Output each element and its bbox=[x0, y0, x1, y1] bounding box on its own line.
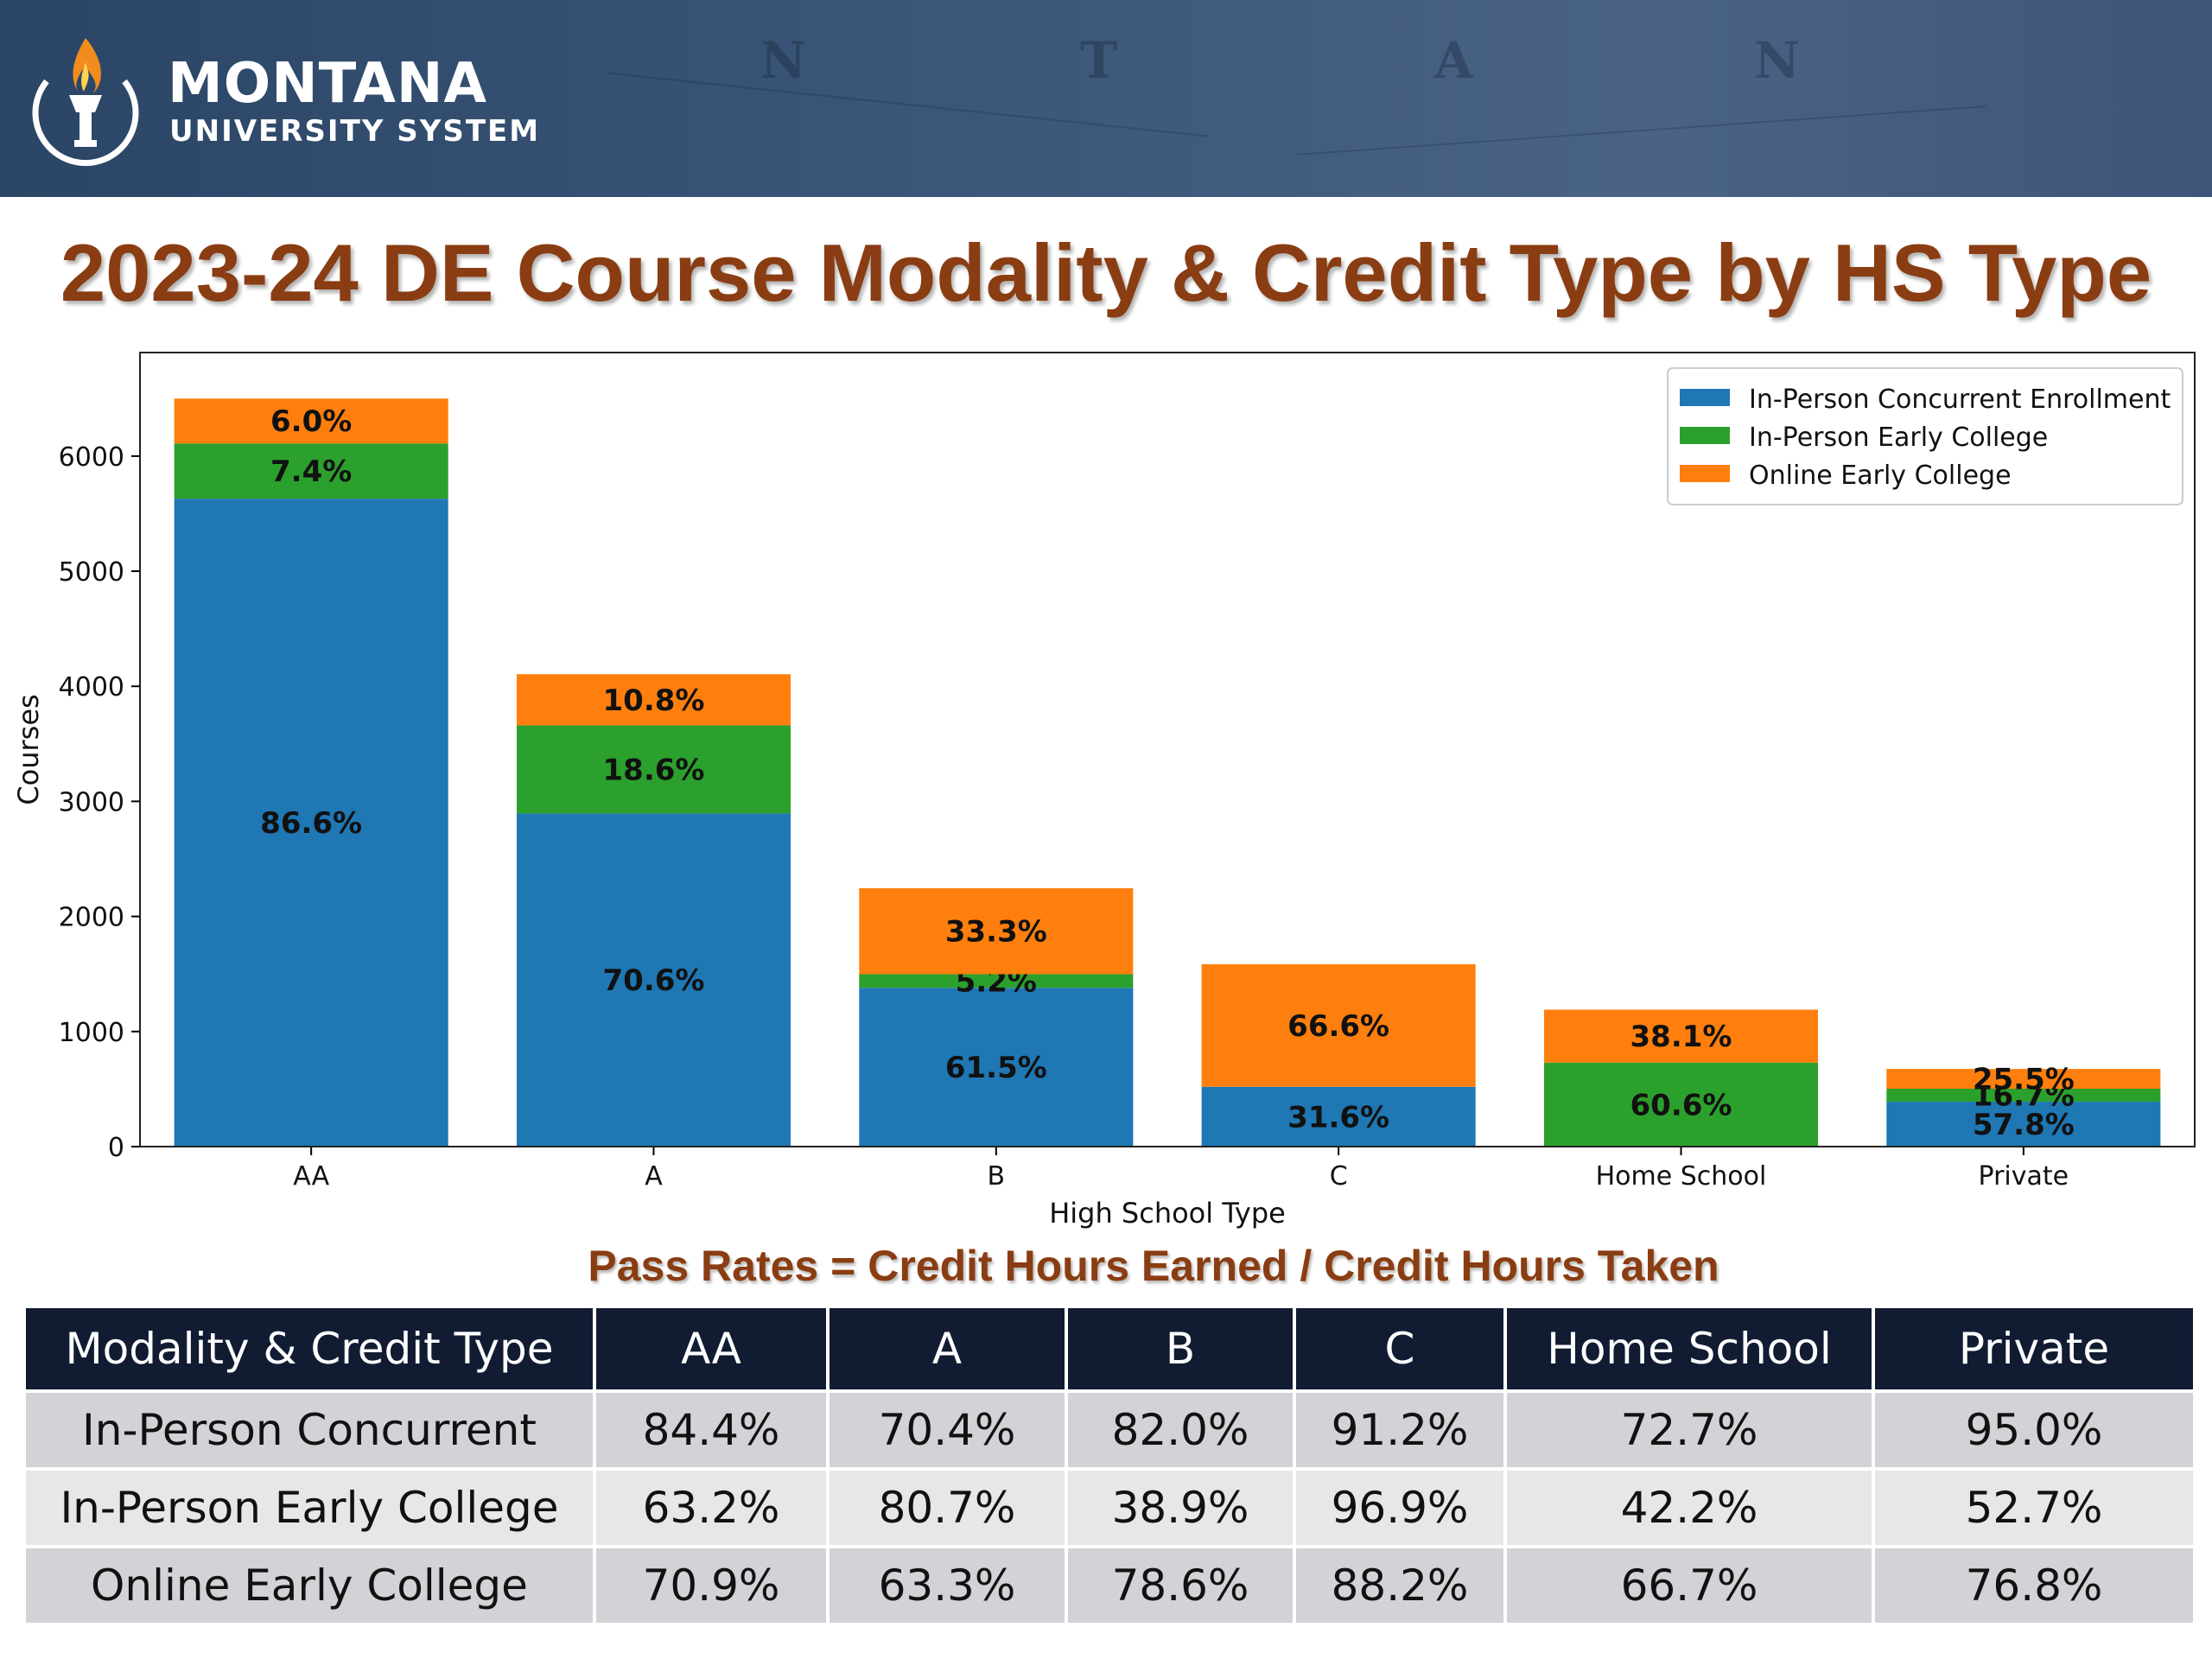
x-tick-label: B bbox=[988, 1161, 1006, 1192]
x-tick-label: Private bbox=[1979, 1161, 2069, 1192]
data-label: 10.8% bbox=[603, 683, 705, 718]
table-cell: 84.4% bbox=[596, 1393, 826, 1467]
legend-swatch bbox=[1680, 465, 1730, 482]
legend-swatch bbox=[1680, 427, 1730, 444]
bar-segment bbox=[859, 974, 1134, 988]
data-label: 25.5% bbox=[1973, 1063, 2075, 1097]
table-cell: 63.2% bbox=[596, 1471, 826, 1545]
bar-segment bbox=[859, 887, 1134, 975]
bar-segment bbox=[1886, 1102, 2161, 1147]
map-letter: T bbox=[1080, 31, 1118, 90]
y-axis-label: Courses bbox=[12, 694, 45, 804]
table-header-row: Modality & Credit Type AA A B C Home Sch… bbox=[26, 1308, 2193, 1389]
table-row: In-Person Concurrent 84.4% 70.4% 82.0% 9… bbox=[26, 1393, 2193, 1467]
table-cell: 52.7% bbox=[1875, 1471, 2193, 1545]
table-cell: 63.3% bbox=[830, 1548, 1065, 1623]
table-cell: 42.2% bbox=[1507, 1471, 1872, 1545]
table-header: Home School bbox=[1507, 1308, 1872, 1389]
table-cell: 91.2% bbox=[1296, 1393, 1503, 1467]
table-header: Private bbox=[1875, 1308, 2193, 1389]
x-tick-label: A bbox=[645, 1161, 663, 1192]
map-line bbox=[1296, 105, 1987, 156]
data-label: 31.6% bbox=[1287, 1100, 1389, 1135]
torch-logo-icon bbox=[32, 38, 139, 167]
legend-label: In-Person Concurrent Enrollment bbox=[1749, 385, 2171, 415]
y-tick-label: 6000 bbox=[59, 442, 124, 473]
table-header: B bbox=[1068, 1308, 1293, 1389]
data-label: 61.5% bbox=[945, 1051, 1047, 1085]
table-cell: 80.7% bbox=[830, 1471, 1065, 1545]
x-tick-label: Home School bbox=[1596, 1161, 1767, 1192]
table-cell: 88.2% bbox=[1296, 1548, 1503, 1623]
bar-segment bbox=[1886, 1089, 2161, 1103]
data-label: 70.6% bbox=[603, 963, 705, 998]
table-cell: In-Person Concurrent bbox=[26, 1393, 593, 1467]
y-tick-label: 4000 bbox=[59, 672, 124, 702]
pass-rate-table: Modality & Credit Type AA A B C Home Sch… bbox=[22, 1305, 2196, 1626]
map-letter: N bbox=[1754, 31, 1801, 90]
data-label: 18.6% bbox=[603, 753, 705, 787]
pass-rate-title: Pass Rates = Credit Hours Earned / Credi… bbox=[588, 1242, 1719, 1290]
table-cell: 78.6% bbox=[1068, 1548, 1293, 1623]
bar-segment bbox=[174, 398, 448, 444]
bar-segment bbox=[516, 813, 791, 1147]
legend-box bbox=[1667, 367, 2183, 505]
y-tick-label: 1000 bbox=[59, 1018, 124, 1048]
table-cell: 95.0% bbox=[1875, 1393, 2193, 1467]
legend-label: In-Person Early College bbox=[1749, 423, 2048, 453]
data-label: 60.6% bbox=[1630, 1088, 1732, 1122]
table-cell: 76.8% bbox=[1875, 1548, 2193, 1623]
table-cell: 70.9% bbox=[596, 1548, 826, 1623]
header-banner: N T A N MONTANA UNIVERSITY SYSTEM bbox=[0, 0, 2212, 197]
table-cell: 82.0% bbox=[1068, 1393, 1293, 1467]
x-tick-label: AA bbox=[293, 1161, 329, 1192]
table-header: AA bbox=[596, 1308, 826, 1389]
logo-name: MONTANA bbox=[168, 52, 487, 116]
plot-frame bbox=[139, 352, 2196, 1147]
bar-segment bbox=[859, 988, 1134, 1147]
legend-swatch bbox=[1680, 389, 1730, 406]
logo-subtitle: UNIVERSITY SYSTEM bbox=[169, 114, 541, 149]
table-header: A bbox=[830, 1308, 1065, 1389]
data-label: 57.8% bbox=[1973, 1108, 2075, 1142]
bar-segment bbox=[174, 499, 448, 1147]
data-label: 66.6% bbox=[1287, 1009, 1389, 1044]
y-tick-label: 3000 bbox=[59, 787, 124, 817]
bar-segment bbox=[1201, 1086, 1476, 1147]
y-tick-label: 0 bbox=[108, 1133, 124, 1163]
legend-label: Online Early College bbox=[1749, 461, 2012, 491]
map-letter: A bbox=[1434, 31, 1474, 90]
y-tick-label: 5000 bbox=[59, 557, 124, 588]
data-label: 6.0% bbox=[270, 404, 352, 439]
x-axis-label: High School Type bbox=[1049, 1197, 1286, 1230]
table-row: In-Person Early College 63.2% 80.7% 38.9… bbox=[26, 1471, 2193, 1545]
bar-segment bbox=[516, 725, 791, 814]
x-tick-label: C bbox=[1330, 1161, 1348, 1192]
y-tick-label: 2000 bbox=[59, 903, 124, 933]
table-cell: 66.7% bbox=[1507, 1548, 1872, 1623]
table-cell: 38.9% bbox=[1068, 1471, 1293, 1545]
table-cell: 70.4% bbox=[830, 1393, 1065, 1467]
data-label: 38.1% bbox=[1630, 1020, 1732, 1054]
page-title: 2023-24 DE Course Modality & Credit Type… bbox=[60, 227, 2152, 318]
map-line bbox=[606, 72, 1209, 137]
data-label: 86.6% bbox=[260, 806, 362, 841]
table-cell: In-Person Early College bbox=[26, 1471, 593, 1545]
bar-segment bbox=[174, 443, 448, 499]
table-cell: 72.7% bbox=[1507, 1393, 1872, 1467]
data-label: 7.4% bbox=[270, 454, 352, 489]
table-header: Modality & Credit Type bbox=[26, 1308, 593, 1389]
bar-segment bbox=[1201, 963, 1476, 1087]
table-row: Online Early College 70.9% 63.3% 78.6% 8… bbox=[26, 1548, 2193, 1623]
map-letter: N bbox=[760, 31, 807, 90]
bar-segment bbox=[1543, 1062, 1819, 1147]
stacked-bar-chart: 86.6%7.4%6.0%AA70.6%18.6%10.8%A61.5%5.2%… bbox=[12, 352, 2196, 1230]
table-cell: Online Early College bbox=[26, 1548, 593, 1623]
data-label: 33.3% bbox=[945, 915, 1047, 950]
bar-segment bbox=[516, 674, 791, 726]
table-header: C bbox=[1296, 1308, 1503, 1389]
bar-segment bbox=[1886, 1069, 2161, 1090]
bar-segment bbox=[1543, 1009, 1819, 1063]
table-cell: 96.9% bbox=[1296, 1471, 1503, 1545]
